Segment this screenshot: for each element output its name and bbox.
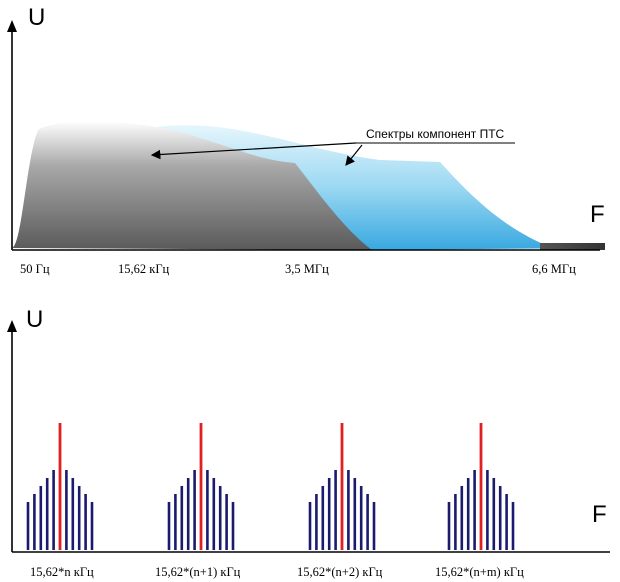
bottom-tick-n2: 15,62*(n+2) кГц — [297, 565, 383, 579]
blue-spectrum-area — [150, 125, 600, 250]
annotation-arrow-gray — [150, 142, 357, 160]
top-tick-35mhz: 3,5 МГц — [285, 262, 329, 276]
annotation-arrow-blue — [345, 144, 363, 166]
spectrum-annotation: Спектры компонент ПТС — [366, 127, 505, 141]
bottom-y-axis-arrow — [7, 320, 17, 332]
bottom-tick-n1: 15,62*(n+1) кГц — [155, 565, 241, 579]
top-y-axis-arrow — [7, 20, 17, 32]
top-x-axis-label: F — [590, 201, 605, 228]
harmonic-groups — [26, 423, 515, 550]
bottom-tick-nm: 15,62*(n+m) кГц — [435, 565, 524, 579]
top-y-axis-label: U — [28, 4, 45, 31]
gray-spectrum-area — [12, 121, 372, 251]
top-spectrum-panel: U F Спектры компонент ПТС 50 Гц 15,62 кГ… — [7, 4, 605, 276]
bottom-spectrum-panel: U F 15,62*n кГц 15,62*(n+1) кГц 15,62*(n… — [7, 306, 610, 579]
top-tick-50hz: 50 Гц — [20, 262, 50, 276]
bottom-tick-n: 15,62*n кГц — [30, 565, 94, 579]
top-tick-15khz: 15,62 кГц — [118, 262, 170, 276]
top-tick-66mhz: 6,6 МГц — [532, 262, 576, 276]
spectrum-baseline-tail — [540, 243, 605, 250]
bottom-y-axis-label: U — [26, 306, 43, 333]
bottom-x-axis-label: F — [592, 501, 607, 528]
